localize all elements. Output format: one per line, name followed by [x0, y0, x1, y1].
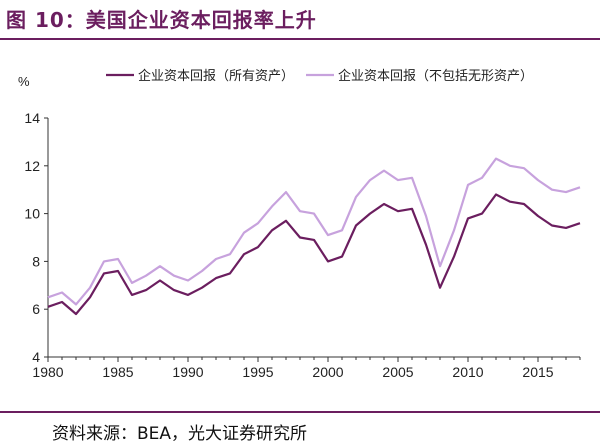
x-tick-label: 2005	[382, 364, 413, 380]
x-tick-label: 1980	[32, 364, 63, 380]
y-axis-label: %	[18, 74, 30, 89]
chart-legend: 企业资本回报（所有资产） 企业资本回报（不包括无形资产）	[106, 68, 533, 83]
chart-series	[47, 157, 581, 316]
series-line-all-assets	[47, 193, 581, 316]
legend-label-excl-intangibles: 企业资本回报（不包括无形资产）	[338, 68, 533, 83]
x-tick-label: 1990	[172, 364, 203, 380]
x-tick-label: 1995	[242, 364, 273, 380]
series-line-excl-intangibles	[47, 157, 581, 306]
chart-axes: 4 6 8 10 12 14 1980 1985 1990 1995 2000 2005 2010 201…	[24, 110, 581, 380]
line-chart: 企业资本回报（所有资产） 企业资本回报（不包括无形资产） % 4 6 8 10 12 14 1…	[18, 68, 581, 380]
y-tick-label: 6	[32, 301, 40, 317]
y-tick-label: 10	[24, 206, 40, 222]
footer-divider	[0, 411, 600, 413]
figure-title: 图 10：美国企业资本回报率上升	[6, 8, 317, 32]
y-tick-label: 14	[24, 110, 40, 126]
source-note: 资料来源：BEA，光大证券研究所	[52, 424, 308, 444]
x-tick-label: 2010	[452, 364, 483, 380]
y-tick-label: 8	[32, 253, 40, 269]
y-tick-label: 12	[24, 158, 40, 174]
x-tick-label: 2015	[522, 364, 553, 380]
x-tick-label: 2000	[312, 364, 343, 380]
y-tick-label: 4	[32, 349, 40, 365]
x-tick-label: 1985	[102, 364, 133, 380]
legend-label-all-assets: 企业资本回报（所有资产）	[138, 68, 294, 83]
title-divider	[0, 38, 600, 40]
